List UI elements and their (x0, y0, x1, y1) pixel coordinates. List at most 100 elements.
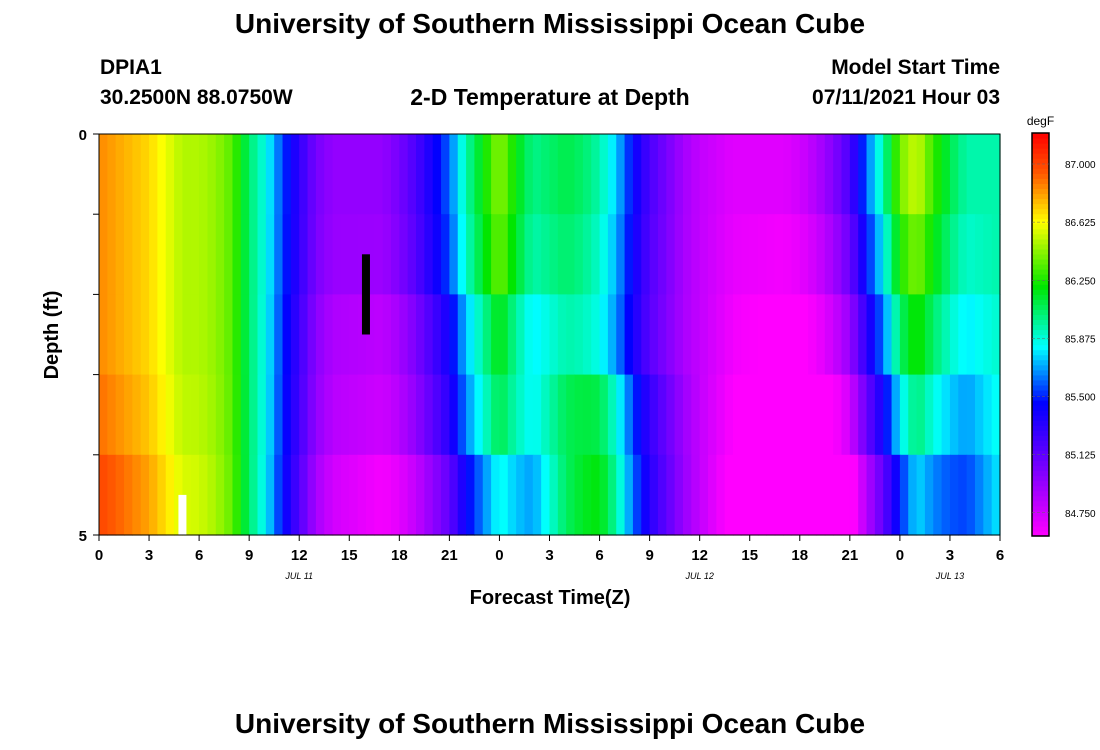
heatmap-cell (966, 134, 976, 215)
heatmap-cell (874, 374, 884, 456)
heatmap-cell (474, 134, 484, 215)
heatmap-cell (432, 374, 442, 456)
colorbar-segment (1032, 485, 1049, 492)
colorbar-segment (1032, 525, 1049, 532)
heatmap-cell (165, 374, 175, 456)
heatmap-cell (466, 214, 476, 295)
heatmap-cell (766, 214, 776, 295)
heatmap-cell (974, 374, 984, 456)
colorbar-segment (1032, 203, 1049, 210)
heatmap-cell (541, 294, 551, 376)
heatmap-cell (441, 134, 450, 215)
heatmap-cell (457, 374, 467, 456)
heatmap-cell (741, 134, 751, 215)
x-tick-label: 6 (195, 547, 203, 564)
heatmap-cell (649, 294, 659, 376)
heatmap-cell (574, 214, 584, 295)
colorbar-segment (1032, 178, 1049, 184)
heatmap-cell (507, 454, 517, 536)
heatmap-cell (883, 214, 893, 295)
heatmap-cell (941, 454, 951, 536)
heatmap-cell (758, 134, 768, 215)
colorbar-segment (1032, 208, 1049, 215)
heatmap-cell (783, 294, 793, 376)
heatmap-cell (399, 454, 409, 536)
heatmap-cell (482, 214, 492, 295)
heatmap-cell (416, 214, 425, 295)
heatmap-cell (466, 374, 476, 456)
heatmap-cell (524, 214, 534, 295)
heatmap-cell (849, 134, 859, 215)
colorbar-segment (1032, 349, 1049, 356)
heatmap-cell (307, 134, 317, 215)
heatmap-cell (265, 374, 275, 456)
heatmap-cell (340, 454, 350, 536)
colorbar-segment (1032, 274, 1049, 280)
x-tick-label: 12 (691, 547, 708, 564)
heatmap-cell (532, 214, 542, 295)
heatmap-cell (190, 134, 200, 215)
heatmap-cell (149, 454, 158, 536)
heatmap-cell (215, 374, 225, 456)
colorbar-segment (1032, 334, 1049, 341)
heatmap-cell (582, 214, 592, 295)
heatmap-cell (674, 134, 684, 215)
heatmap-cell (924, 374, 934, 456)
heatmap-cell (958, 294, 968, 376)
heatmap-cell (883, 294, 893, 376)
colorbar-segment (1032, 505, 1049, 512)
heatmap-cell (449, 294, 459, 376)
heatmap-cell (190, 294, 200, 376)
heatmap-cell (315, 214, 325, 295)
heatmap-cell (941, 374, 951, 456)
heatmap-cell (991, 214, 1001, 295)
heatmap-cell (749, 214, 759, 295)
heatmap-cell (249, 454, 259, 536)
heatmap-cell (649, 374, 659, 456)
heatmap-cell (899, 134, 909, 215)
station-coordinates: 30.2500N 88.0750W (100, 86, 293, 109)
colorbar-segment (1032, 405, 1049, 411)
heatmap-cell (607, 454, 617, 536)
colorbar-segment (1032, 379, 1049, 386)
heatmap-cell (182, 374, 192, 456)
heatmap-cell (666, 454, 676, 536)
heatmap-cell (607, 214, 617, 295)
heatmap-cell (616, 294, 626, 376)
heatmap-cell (924, 294, 934, 376)
heatmap-cell (657, 294, 667, 376)
heatmap-cell (491, 134, 501, 215)
heatmap-cell (332, 454, 342, 536)
heatmap-cell (741, 454, 751, 536)
heatmap-cell (257, 454, 267, 536)
heatmap-cell (249, 294, 259, 376)
heatmap-cell (858, 214, 868, 295)
heatmap-cell (749, 454, 759, 536)
heatmap-cell (749, 294, 759, 376)
heatmap-cell (858, 374, 868, 456)
heatmap-cell (282, 134, 292, 215)
heatmap-cell (958, 134, 968, 215)
heatmap-cell (274, 294, 284, 376)
heatmap-cell (224, 214, 234, 295)
heatmap-cell (924, 134, 934, 215)
x-tick-label: 15 (741, 547, 758, 564)
heatmap-cell (107, 374, 117, 456)
heatmap-cell (315, 294, 325, 376)
heatmap-cell (215, 134, 225, 215)
heatmap-cell (349, 374, 359, 456)
heatmap-cell (399, 374, 409, 456)
heatmap-cell (449, 134, 459, 215)
heatmap-cell (290, 214, 300, 295)
heatmap-cell (791, 374, 801, 456)
colorbar-segment (1032, 374, 1049, 381)
heatmap-cell (983, 214, 993, 295)
heatmap-cell (240, 214, 250, 295)
heatmap-cell (774, 294, 784, 376)
heatmap-cell (916, 134, 926, 215)
heatmap-cell (641, 214, 651, 295)
heatmap-cell (724, 134, 734, 215)
heatmap-cell (632, 454, 642, 536)
heatmap-cell (783, 214, 793, 295)
